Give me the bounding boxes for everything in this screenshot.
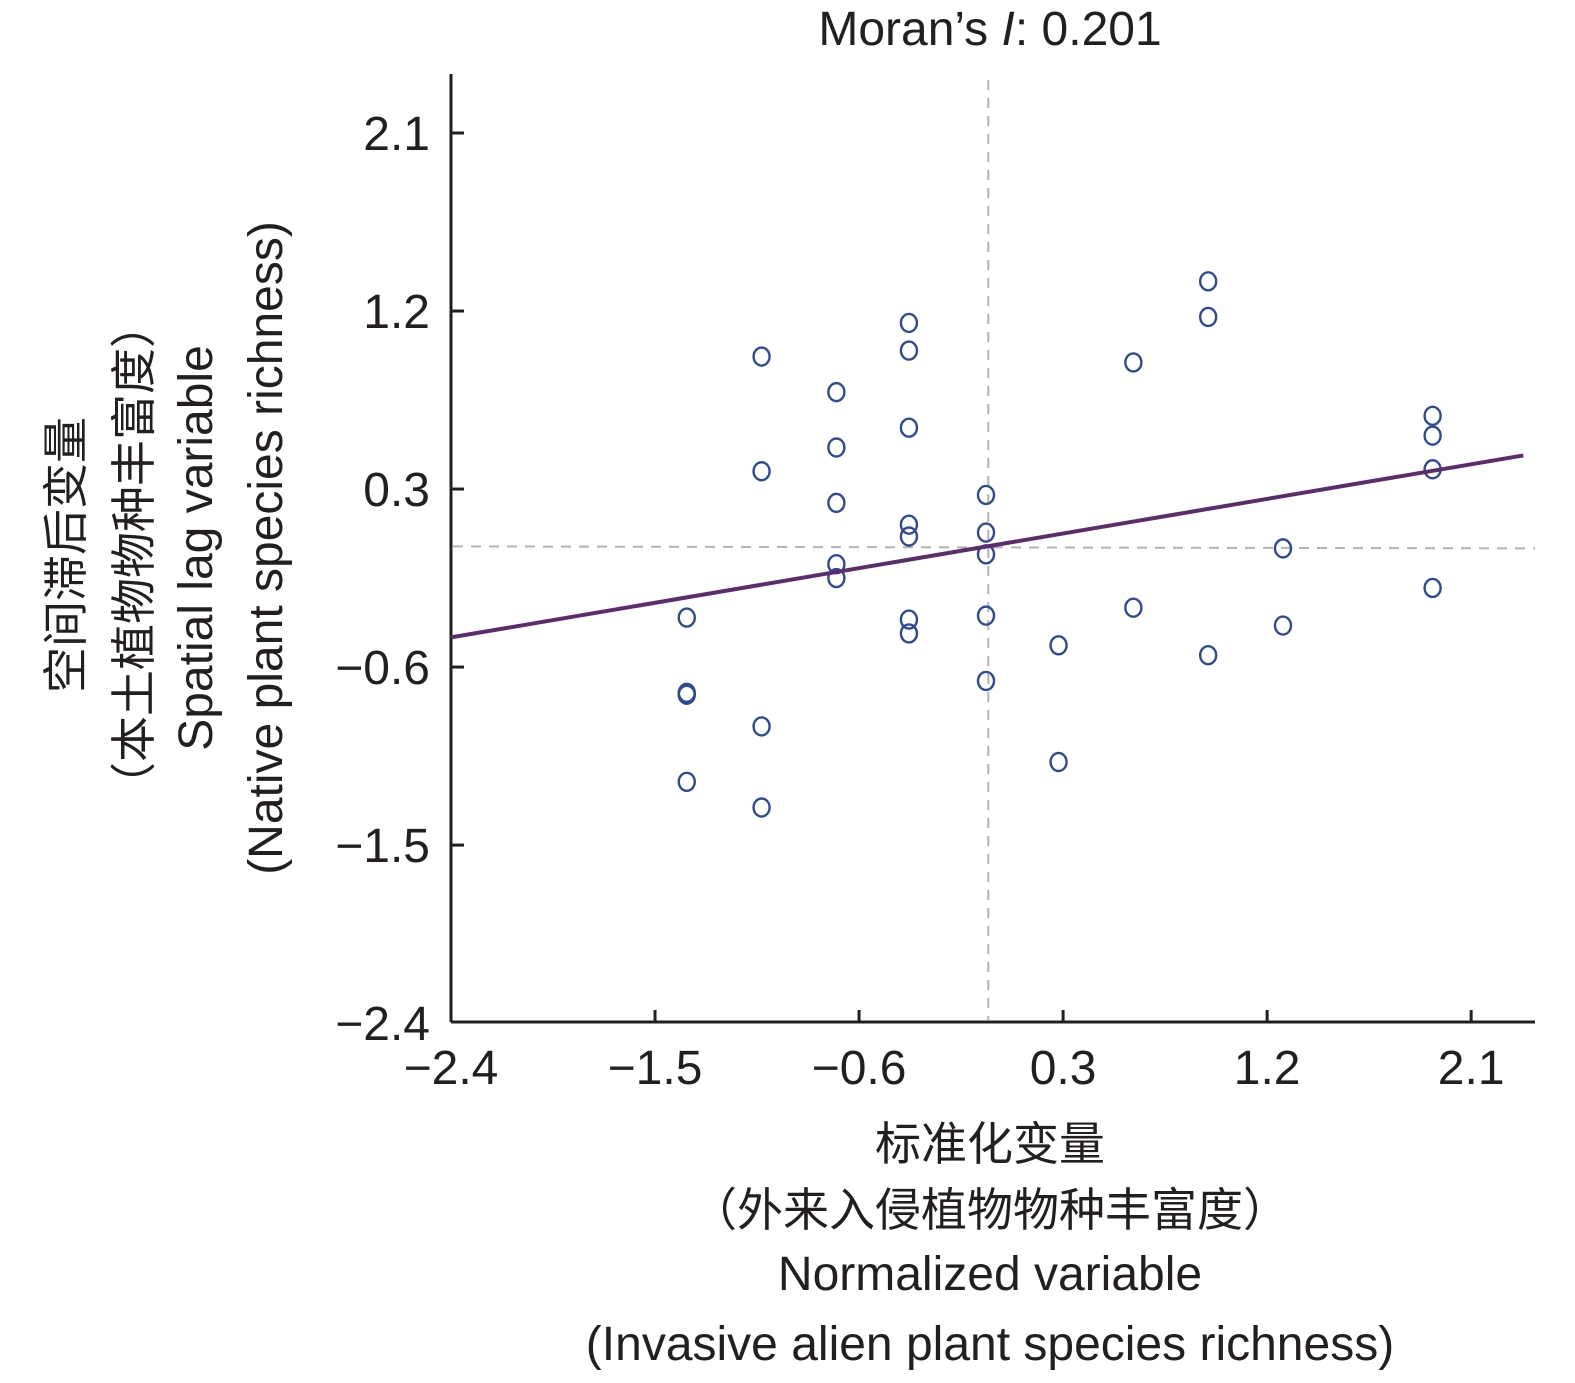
data-point	[1124, 352, 1143, 373]
y-tick-label: −0.6	[335, 642, 430, 695]
x-axis-label-en-sub: (Invasive alien plant species richness)	[586, 1318, 1394, 1371]
data-point	[976, 605, 996, 626]
regression-line	[450, 453, 1524, 640]
data-point	[1198, 306, 1218, 328]
data-point	[1273, 538, 1293, 559]
data-point	[752, 461, 771, 482]
y-tick-label: −1.5	[335, 820, 430, 873]
data-point	[1124, 597, 1143, 618]
x-tick-label: 0.3	[1030, 1042, 1097, 1095]
data-point	[899, 623, 919, 644]
data-point	[976, 522, 996, 543]
data-point	[677, 684, 696, 705]
x-axis-label-cn: 标准化变量	[875, 1117, 1105, 1171]
data-point	[827, 567, 846, 589]
y-tick-label: 1.2	[363, 286, 430, 339]
data-point	[1198, 644, 1218, 666]
data-point	[752, 346, 771, 367]
data-point	[752, 716, 771, 737]
data-point	[677, 771, 696, 792]
y-axis-label-cn: 空间滞后变量	[39, 417, 93, 693]
data-point	[1423, 577, 1442, 599]
regression-line-group	[450, 453, 1524, 640]
x-axis-label-cn-sub: （外来入侵植物物种丰富度）	[691, 1183, 1289, 1237]
y-axis-label-en: Spatial lag variable	[170, 345, 223, 751]
x-tick-label: 2.1	[1438, 1042, 1505, 1095]
chart-title: Moran’s I: 0.201	[818, 3, 1161, 56]
data-point	[899, 526, 919, 547]
y-axis-label: 空间滞后变量 （本土植物物种丰富度） Spatial lag variable …	[39, 221, 293, 875]
data-point	[899, 340, 919, 361]
data-point	[1423, 425, 1442, 446]
scatter-points	[677, 271, 1442, 818]
data-point	[899, 514, 919, 535]
y-axis-label-cn-sub: （本土植物物种丰富度）	[107, 302, 161, 808]
y-axis-label-en-sub: (Native plant species richness)	[240, 221, 293, 875]
x-axis-label-en: Normalized variable	[778, 1248, 1202, 1301]
data-point	[976, 484, 996, 506]
data-point	[976, 670, 996, 692]
y-ticks: −2.4 −1.5 −0.6 0.3 1.2 2.1	[335, 108, 464, 1051]
x-tick-label: −1.5	[608, 1042, 703, 1095]
x-axis-label: 标准化变量 （外来入侵植物物种丰富度） Normalized variable …	[586, 1117, 1394, 1371]
x-tick-label: 1.2	[1234, 1042, 1301, 1095]
data-point	[752, 797, 771, 818]
data-point	[1049, 751, 1068, 773]
y-tick-label: 2.1	[363, 108, 430, 161]
x-tick-label: −2.4	[404, 1042, 499, 1095]
x-ticks: −2.4 −1.5 −0.6 0.3 1.2 2.1	[404, 1010, 1505, 1095]
axes	[449, 74, 1535, 1024]
data-point	[827, 381, 846, 403]
data-point	[827, 437, 846, 458]
data-point	[899, 609, 919, 630]
data-point	[1423, 405, 1442, 427]
data-point	[899, 417, 919, 438]
horizontal-mean-line	[452, 545, 1536, 550]
reference-lines	[452, 80, 1536, 1020]
x-tick-label: −0.6	[812, 1042, 907, 1095]
data-point	[899, 312, 919, 334]
y-tick-label: −2.4	[335, 998, 430, 1051]
data-point	[1273, 615, 1293, 636]
data-point	[827, 492, 846, 514]
data-point	[1049, 635, 1068, 656]
data-point	[1198, 271, 1218, 292]
data-point	[677, 607, 696, 628]
y-tick-label: 0.3	[363, 464, 430, 517]
